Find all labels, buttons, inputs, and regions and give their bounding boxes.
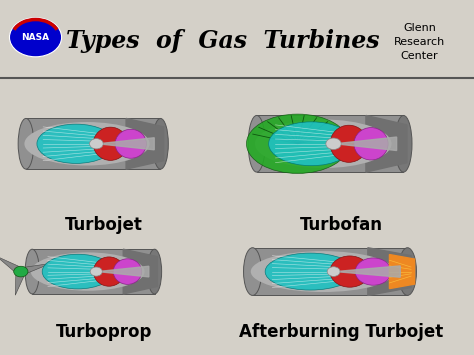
Circle shape: [9, 18, 62, 57]
Ellipse shape: [37, 124, 115, 163]
Text: Research: Research: [394, 37, 445, 47]
Ellipse shape: [24, 122, 149, 165]
Polygon shape: [335, 137, 397, 151]
Ellipse shape: [18, 119, 34, 169]
Ellipse shape: [31, 252, 145, 291]
Polygon shape: [15, 271, 26, 295]
Ellipse shape: [265, 253, 355, 290]
Polygon shape: [0, 256, 24, 274]
Circle shape: [14, 266, 28, 277]
Text: Turbofan: Turbofan: [300, 217, 383, 234]
Circle shape: [90, 139, 103, 149]
Polygon shape: [366, 115, 407, 172]
Polygon shape: [98, 138, 154, 150]
Text: Glenn: Glenn: [403, 23, 436, 33]
Ellipse shape: [330, 256, 370, 287]
Ellipse shape: [93, 257, 125, 286]
Polygon shape: [19, 263, 51, 275]
Ellipse shape: [355, 258, 391, 285]
Ellipse shape: [354, 127, 388, 160]
Text: Turboprop: Turboprop: [56, 323, 153, 341]
Polygon shape: [390, 255, 415, 289]
Ellipse shape: [269, 122, 354, 166]
Ellipse shape: [25, 249, 39, 294]
Ellipse shape: [248, 115, 265, 172]
Polygon shape: [98, 266, 149, 277]
Bar: [32, 249, 155, 294]
Bar: [26, 119, 161, 169]
Ellipse shape: [330, 125, 368, 162]
Text: Types  of  Gas  Turbines: Types of Gas Turbines: [66, 29, 380, 53]
Ellipse shape: [147, 249, 162, 294]
Polygon shape: [126, 119, 164, 169]
Ellipse shape: [399, 248, 417, 295]
Ellipse shape: [115, 129, 146, 158]
Ellipse shape: [251, 251, 395, 292]
Text: Center: Center: [401, 51, 438, 61]
Circle shape: [327, 267, 340, 277]
Circle shape: [326, 138, 341, 149]
Circle shape: [90, 267, 102, 276]
Ellipse shape: [395, 115, 412, 172]
Ellipse shape: [93, 127, 128, 160]
Ellipse shape: [113, 259, 142, 284]
Polygon shape: [368, 248, 411, 295]
Text: Turbojet: Turbojet: [65, 217, 143, 234]
Ellipse shape: [42, 254, 113, 289]
Ellipse shape: [246, 114, 349, 174]
Polygon shape: [123, 249, 157, 294]
Bar: [253, 248, 408, 295]
Ellipse shape: [153, 119, 168, 169]
Text: Afterburning Turbojet: Afterburning Turbojet: [239, 323, 443, 341]
Bar: [257, 115, 403, 172]
Ellipse shape: [255, 120, 392, 168]
Polygon shape: [336, 266, 400, 277]
Ellipse shape: [244, 248, 262, 295]
Text: NASA: NASA: [21, 33, 50, 42]
